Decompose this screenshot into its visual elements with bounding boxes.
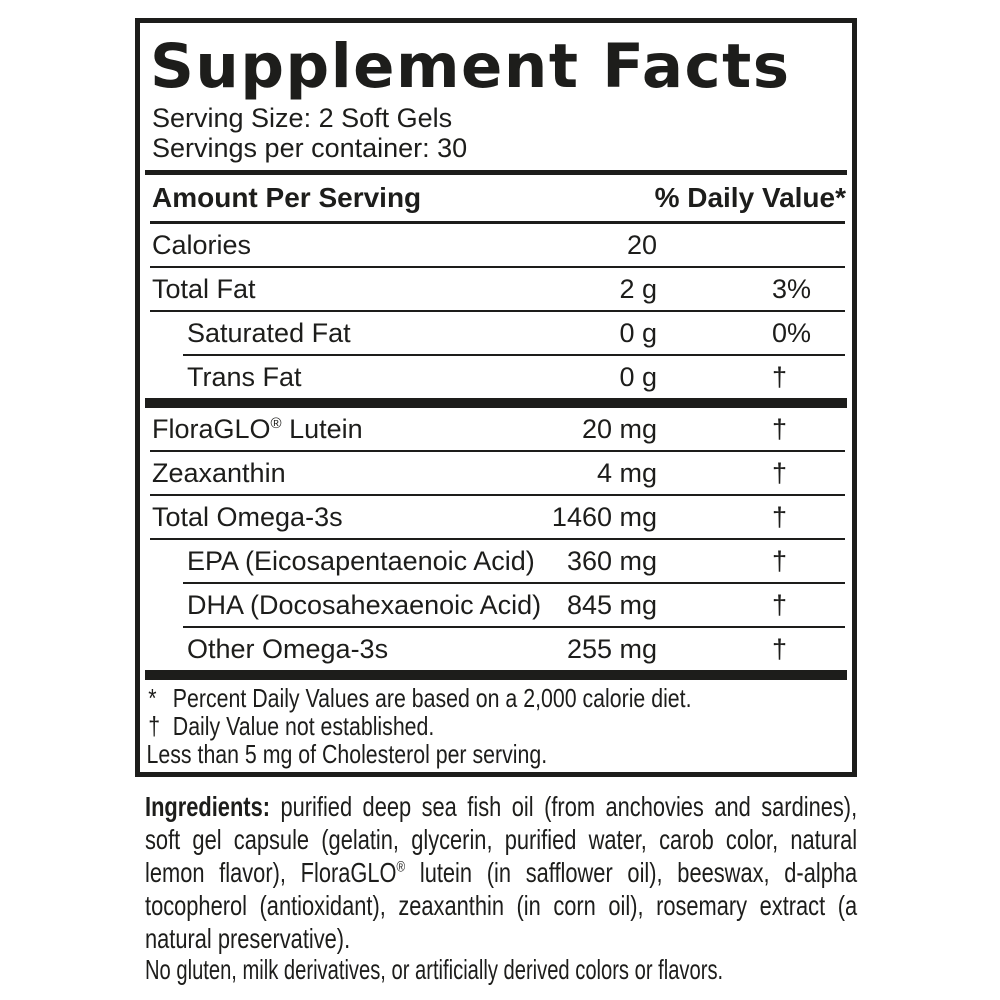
ingredients-paragraph: Ingredients: purified deep sea fish oil …	[145, 790, 857, 955]
ingredients-label: Ingredients:	[145, 791, 270, 822]
row-total-fat: 2 g 3% Total Fat	[140, 268, 852, 310]
cholesterol-note: Less than 5 mg of Cholesterol per servin…	[146, 739, 548, 769]
footnote-dagger-text: Daily Value not established.	[172, 711, 435, 741]
separator	[150, 221, 845, 224]
panel-title: Supplement Facts	[150, 31, 791, 102]
section-divider	[145, 670, 847, 680]
asterisk-symbol: *	[148, 683, 157, 713]
ingredients-text: purified deep sea fish oil (from anchovi…	[145, 791, 858, 888]
footnotes-block: * Percent Daily Values are based on a 2,…	[140, 684, 852, 768]
row-amount: 360 mg	[566, 546, 657, 576]
row-daily-value: †	[772, 546, 788, 576]
row-saturated-fat: 0 g 0% Saturated Fat	[140, 312, 852, 354]
footnote-asterisk: * Percent Daily Values are based on a 2,…	[140, 684, 852, 712]
servings-per-container: Servings per container: 30	[152, 133, 468, 163]
row-amount: 4 mg	[596, 458, 657, 488]
header-amount-per-serving: Amount Per Serving	[152, 182, 422, 213]
registered-mark: ®	[396, 858, 406, 876]
row-other-omega-3s: 255 mg † Other Omega-3s	[140, 628, 852, 670]
row-trans-fat: 0 g † Trans Fat	[140, 356, 852, 398]
row-daily-value: †	[772, 590, 788, 620]
row-label: Other Omega-3s	[187, 634, 389, 664]
row-amount: 2 g	[619, 274, 657, 304]
supplement-facts-panel: Supplement Facts Serving Size: 2 Soft Ge…	[135, 18, 857, 777]
row-label: Total Omega-3s	[152, 502, 343, 532]
section-divider	[145, 170, 847, 175]
footnote-dagger: † Daily Value not established.	[140, 712, 852, 740]
section-divider	[145, 398, 847, 408]
row-label: Calories	[152, 230, 252, 260]
row-amount: 0 g	[619, 318, 657, 348]
row-zeaxanthin: 4 mg † Zeaxanthin	[140, 452, 852, 494]
row-label: Trans Fat	[187, 362, 302, 392]
row-dha: 845 mg † DHA (Docosahexaenoic Acid)	[140, 584, 852, 626]
separator	[150, 310, 845, 312]
row-label-suffix: Lutein	[281, 414, 363, 444]
row-calories: 20 Calories	[140, 224, 852, 266]
row-label: Zeaxanthin	[152, 458, 286, 488]
row-daily-value: †	[772, 502, 788, 532]
serving-size: Serving Size: 2 Soft Gels	[152, 103, 453, 133]
row-total-omega-3s: 1460 mg † Total Omega-3s	[140, 496, 852, 538]
footnote-asterisk-text: Percent Daily Values are based on a 2,00…	[172, 683, 692, 713]
separator	[150, 494, 845, 496]
separator	[150, 266, 845, 268]
row-amount: 255 mg	[566, 634, 657, 664]
row-epa: 360 mg † EPA (Eicosapentaenoic Acid)	[140, 540, 852, 582]
serving-info: Serving Size: 2 Soft Gels Servings per c…	[152, 103, 852, 163]
registered-mark: ®	[270, 415, 282, 432]
row-label: Total Fat	[152, 274, 256, 304]
row-amount: 845 mg	[566, 590, 657, 620]
row-daily-value: †	[772, 634, 788, 664]
brand-name: FloraGLO	[152, 414, 271, 444]
row-daily-value: 0%	[772, 318, 812, 348]
dagger-symbol: †	[148, 711, 161, 741]
ingredients-text-continued: lutein (in safflower oil), beeswax, d-al…	[145, 857, 858, 954]
separator	[150, 538, 845, 540]
row-amount: 0 g	[619, 362, 657, 392]
separator-indented	[183, 354, 845, 356]
row-label: DHA (Docosahexaenoic Acid)	[187, 590, 542, 620]
row-amount: 20	[626, 230, 657, 260]
separator-indented	[183, 582, 845, 584]
row-daily-value: †	[772, 414, 788, 444]
row-amount: 1460 mg	[551, 502, 657, 532]
row-daily-value: †	[772, 362, 788, 392]
row-label: EPA (Eicosapentaenoic Acid)	[187, 546, 535, 576]
separator-indented	[183, 626, 845, 628]
row-daily-value: 3%	[772, 274, 812, 304]
table-header-row: Amount Per Serving % Daily Value*	[140, 175, 852, 221]
row-label: Saturated Fat	[187, 318, 351, 348]
separator	[150, 450, 845, 452]
row-daily-value: †	[772, 458, 788, 488]
row-label: FloraGLO® Lutein	[152, 414, 363, 444]
header-daily-value: % Daily Value*	[654, 182, 846, 213]
row-floraglo-lutein: 20 mg † FloraGLO® Lutein	[140, 408, 852, 450]
row-amount: 20 mg	[581, 414, 657, 444]
allergen-statement: No gluten, milk derivatives, or artifici…	[145, 954, 724, 985]
